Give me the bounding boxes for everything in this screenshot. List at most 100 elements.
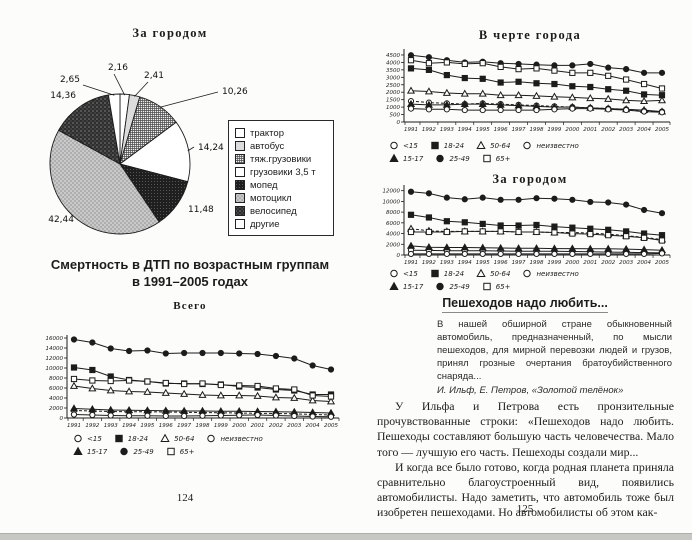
svg-text:1999: 1999: [547, 260, 561, 266]
circle-open-icon: [390, 269, 398, 278]
section-heading-line1: Смертность в ДТП по возрастным группам: [50, 257, 330, 272]
swatch-icon: [235, 193, 245, 203]
svg-text:1998: 1998: [530, 127, 544, 133]
right-page: В черте города 0 500 1000 1500 2000 2500 3000 3…: [360, 0, 692, 540]
svg-text:12000: 12000: [383, 189, 401, 195]
svg-text:2001: 2001: [583, 260, 597, 266]
legend-label: 15-17: [403, 154, 424, 163]
svg-text:2005: 2005: [655, 260, 669, 266]
legend-item: 50-64: [475, 140, 510, 151]
svg-text:1995: 1995: [476, 260, 490, 266]
svg-text:2005: 2005: [324, 423, 338, 429]
pie-legend-label: трактор: [250, 128, 284, 139]
svg-text:2002: 2002: [601, 127, 615, 133]
legend-label: <15: [403, 141, 418, 150]
country-chart-title: За городом: [492, 172, 568, 186]
pie-legend-box: трактор автобус тяж.грузовики грузовики 3,5…: [228, 120, 334, 236]
right-page-number: 125: [516, 503, 534, 515]
swatch-icon: [235, 141, 245, 151]
legend-label: 25-49: [133, 447, 154, 456]
svg-text:1999: 1999: [214, 423, 228, 429]
square-open-icon: [482, 282, 491, 291]
svg-text:2000: 2000: [232, 423, 246, 429]
legend-item: <15: [72, 433, 102, 444]
svg-text:2000: 2000: [565, 127, 579, 133]
svg-text:1500: 1500: [386, 98, 400, 104]
pie-legend-item: мотоцикл: [235, 192, 327, 205]
circle-open-icon: [390, 141, 398, 150]
svg-text:1993: 1993: [440, 127, 454, 133]
legend-label: 25-49: [449, 154, 470, 163]
svg-text:6000: 6000: [386, 221, 400, 227]
pie-legend-item: тяж.грузовики: [235, 153, 327, 166]
article-paragraph-1: У Ильфа и Петрова есть пронзительные про…: [377, 399, 674, 459]
legend-item: 18-24: [113, 433, 148, 444]
svg-text:10000: 10000: [383, 199, 401, 205]
svg-text:2005: 2005: [655, 127, 669, 133]
pie-legend-label: мопед: [250, 180, 278, 191]
article-heading-text: Пешеходов надо любить...: [442, 296, 608, 313]
pie-legend-label: тяж.грузовики: [250, 154, 312, 165]
total-line-chart: 0 2000 4000 6000 8000 10000 12000 14000 16000 199…: [46, 335, 340, 429]
svg-text:2003: 2003: [287, 423, 301, 429]
epigraph-text: В нашей обширной стране обыкновенный авт…: [437, 319, 672, 382]
epigraph-block: В нашей обширной стране обыкновенный авт…: [437, 318, 672, 396]
triangle-open-icon: [160, 433, 170, 442]
svg-text:2004: 2004: [306, 423, 320, 429]
legend-item: <15: [388, 140, 418, 151]
triangle-filled-icon: [389, 153, 399, 162]
square-open-icon: [482, 154, 491, 163]
legend-label: <15: [87, 434, 102, 443]
pie-legend-label: грузовики 3,5 т: [250, 167, 316, 178]
svg-text:2001: 2001: [251, 423, 265, 429]
svg-text:2,41: 2,41: [144, 71, 164, 81]
square-filled-icon: [431, 141, 439, 150]
circle-filled-icon: [436, 154, 445, 163]
svg-text:2002: 2002: [269, 423, 283, 429]
swatch-icon: [235, 128, 245, 138]
svg-text:6000: 6000: [49, 386, 63, 392]
pie-chart-title: За городом: [132, 26, 208, 40]
svg-text:2000: 2000: [386, 242, 400, 248]
svg-text:1991: 1991: [67, 423, 81, 429]
scan-edge: [0, 533, 692, 540]
svg-text:1996: 1996: [494, 127, 508, 133]
svg-text:2000: 2000: [565, 260, 579, 266]
legend-label: 65+: [495, 282, 511, 291]
svg-text:3000: 3000: [386, 75, 400, 81]
legend-item: 65+: [481, 153, 510, 164]
circle-open-icon: [207, 434, 216, 443]
svg-text:1992: 1992: [422, 260, 436, 266]
pie-legend-item: автобус: [235, 140, 327, 153]
total-chart-legend: <15 18-24 50-64 неизвестно 15-17 25-49 65+: [72, 432, 274, 458]
left-page-number: 124: [176, 492, 194, 504]
country-line-chart: 0 2000 4000 6000 8000 10000 12000 1991 1992 1993 1…: [383, 185, 671, 266]
legend-item: 18-24: [429, 140, 464, 151]
svg-text:16000: 16000: [46, 336, 64, 342]
city-chart-title: В черте города: [478, 28, 582, 42]
article-heading: Пешеходов надо любить...: [380, 296, 670, 313]
circle-filled-icon: [436, 282, 445, 291]
legend-label: 18-24: [127, 434, 149, 443]
legend-label: 50-64: [490, 141, 511, 150]
circle-open-icon: [523, 269, 532, 278]
svg-text:1996: 1996: [159, 423, 173, 429]
triangle-filled-icon: [389, 281, 399, 290]
svg-text:14000: 14000: [46, 346, 64, 352]
legend-item: 18-24: [429, 268, 464, 279]
pie-legend-item: другие: [235, 218, 327, 231]
pie-legend-label: автобус: [250, 141, 285, 152]
svg-text:1997: 1997: [512, 260, 526, 266]
triangle-open-icon: [476, 268, 486, 277]
legend-item: 15-17: [388, 281, 423, 292]
svg-text:8000: 8000: [386, 210, 400, 216]
section-heading: Смертность в ДТП по возрастным группам в…: [30, 256, 350, 290]
legend-label: <15: [403, 269, 418, 278]
svg-text:1995: 1995: [476, 127, 490, 133]
legend-item: неизвестно: [205, 433, 263, 444]
triangle-filled-icon: [73, 446, 83, 455]
legend-item: 25-49: [434, 153, 470, 164]
square-filled-icon: [115, 434, 123, 443]
left-page: За городом 2,16 2,41 10,26 14,24 11,48 42,44 1…: [30, 26, 350, 504]
